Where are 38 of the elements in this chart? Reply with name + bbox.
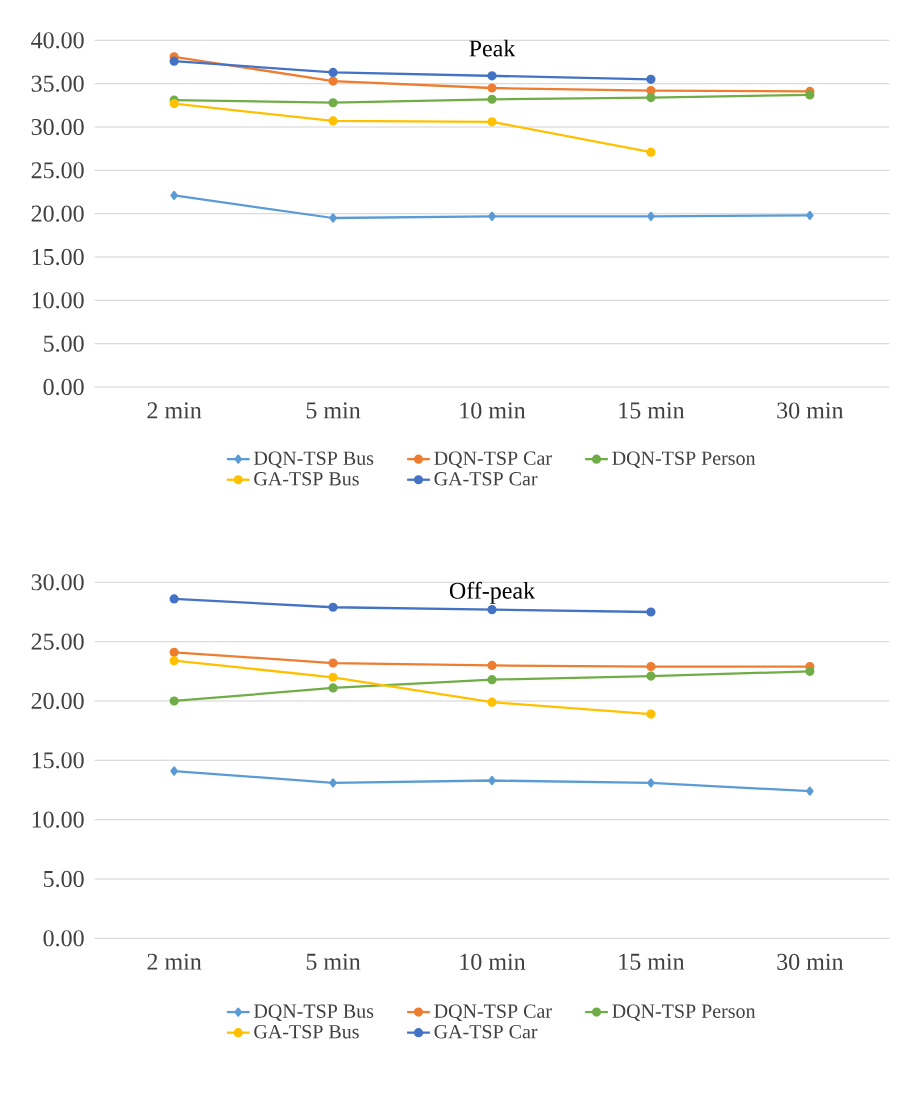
- legend-label: DQN-TSP Car: [434, 1004, 552, 1021]
- x-tick-label: 15 min: [619, 953, 685, 970]
- x-tick-label: 30 min: [777, 402, 844, 419]
- y-tick-label: 0.00: [43, 930, 84, 947]
- x-tick-label: 2 min: [147, 402, 202, 419]
- y-tick-label: 20.00: [31, 205, 84, 222]
- x-tick-label: 10 min: [460, 402, 526, 419]
- y-tick-label: 20.00: [31, 692, 84, 710]
- x-tick-label: 5 min: [306, 953, 361, 970]
- chart-title: Peak: [469, 39, 516, 57]
- y-tick-label: 30.00: [31, 118, 84, 136]
- x-tick-label: 15 min: [619, 402, 685, 419]
- legend-label: DQN-TSP Car: [434, 451, 552, 469]
- y-tick-label: 25.00: [31, 162, 84, 179]
- y-tick-label: 25.00: [31, 633, 84, 650]
- x-tick-label: 2 min: [147, 953, 202, 970]
- y-tick-label: 5.00: [44, 335, 84, 352]
- legend-label: GA-TSP Bus: [254, 1025, 359, 1039]
- y-tick-label: 15.00: [32, 752, 84, 769]
- legend-label: DQN-TSP Bus: [254, 1004, 374, 1021]
- legend-label: DQN-TSP Person: [612, 1004, 756, 1021]
- legend-label: GA-TSP Car: [434, 1025, 538, 1039]
- y-tick-label: 40.00: [31, 32, 84, 49]
- y-tick-label: 0.00: [43, 378, 84, 396]
- legend-label: DQN-TSP Person: [612, 451, 756, 469]
- y-tick-label: 10.00: [32, 811, 84, 828]
- x-tick-label: 10 min: [460, 953, 526, 970]
- y-tick-label: 15.00: [32, 248, 84, 266]
- x-tick-label: 30 min: [777, 953, 844, 970]
- y-tick-label: 30.00: [31, 574, 84, 591]
- legend-label: GA-TSP Bus: [254, 472, 359, 486]
- legend-label: DQN-TSP Bus: [254, 451, 374, 469]
- legend-label: GA-TSP Car: [434, 472, 538, 486]
- chart-title: Off-peak: [449, 581, 536, 604]
- y-tick-label: 5.00: [44, 870, 84, 888]
- x-tick-label: 5 min: [306, 402, 361, 419]
- y-tick-label: 10.00: [32, 292, 84, 309]
- y-tick-label: 35.00: [31, 75, 84, 92]
